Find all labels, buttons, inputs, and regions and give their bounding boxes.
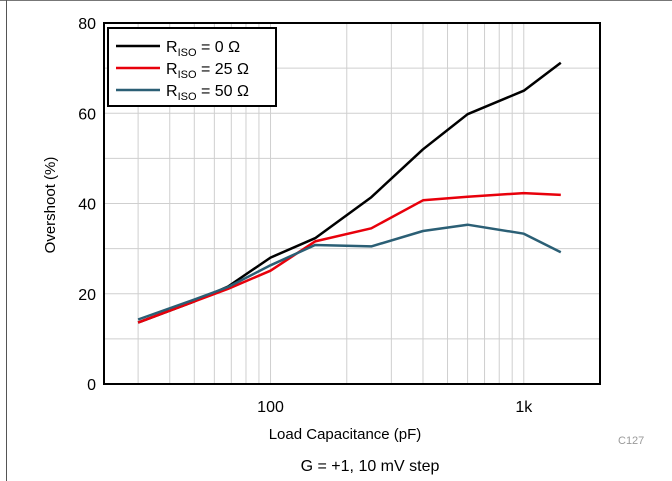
y-tick-label: 40	[78, 197, 96, 214]
chart-caption: G = +1, 10 mV step	[301, 458, 440, 475]
frame-top-border	[0, 0, 672, 1]
axis-tick-labels: 0 20 40 60 80 100 1k	[78, 16, 533, 416]
x-tick-label: 1k	[515, 399, 533, 416]
legend-label-2: RISO = 25 Ω	[166, 61, 249, 81]
y-axis-label: Overshoot (%)	[42, 157, 59, 254]
series-line-3	[137, 223, 562, 321]
y-tick-label: 80	[78, 16, 96, 33]
frame-left-border	[6, 0, 7, 481]
y-tick-label: 0	[87, 377, 96, 394]
y-tick-label: 60	[78, 106, 96, 123]
x-axis-label: Load Capacitance (pF)	[269, 426, 422, 443]
chart-code-label: C127	[618, 435, 644, 447]
series-line-2	[137, 191, 561, 324]
grid-lines	[104, 22, 601, 385]
y-tick-label: 20	[78, 287, 96, 304]
x-tick-label: 100	[257, 399, 284, 416]
legend-label-3: RISO = 50 Ω	[166, 83, 249, 103]
legend-label-1: RISO = 0 Ω	[166, 39, 240, 59]
series-lines	[137, 61, 562, 324]
plot-area-border	[103, 22, 601, 385]
